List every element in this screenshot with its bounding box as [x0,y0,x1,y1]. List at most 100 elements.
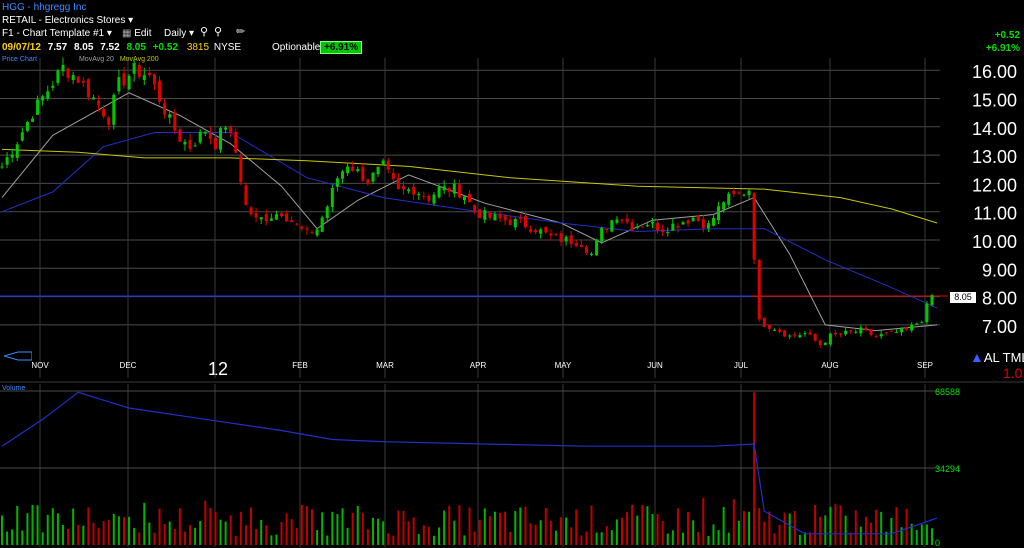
candle-body [523,216,527,228]
volume-bar [239,511,242,545]
candle-body [20,132,24,141]
candle-body [178,129,182,142]
legend-ma20: MovAvg 20 [78,56,114,63]
candle-body [605,228,609,230]
volume-bar [707,535,710,545]
volume-bar [885,531,888,545]
candle-body [666,231,670,233]
quote-high: 8.05 [73,42,94,53]
y-tick-label: 14.00 [972,119,1017,139]
chart-template-select[interactable]: F1 - Chart Template #1 ▾ [2,28,112,39]
candle-body [727,193,731,205]
candle-body [534,229,538,233]
interval-select[interactable]: Daily ▾ [164,28,194,39]
volume-ma-line [1,391,938,535]
volume-bar [859,526,862,545]
candle-body [518,217,522,219]
candle-body [559,233,563,242]
volume-tick-label: 0 [935,538,940,548]
volume-bar [209,508,212,545]
candle-body [229,127,233,133]
candle-body [41,96,45,101]
volume-bar [331,511,334,545]
candle-body [280,213,284,217]
candle-body [625,218,629,223]
candle-body [457,184,461,198]
candle-body [51,85,55,88]
volume-bar [778,524,781,545]
candle-body [81,80,85,83]
candle-body [544,226,548,233]
volume-bar [600,532,603,545]
volume-bar [631,504,634,545]
candle-body [839,333,843,335]
volume-bar [402,510,405,545]
volume-bar [183,531,186,545]
draw-pencil-icon[interactable]: ✏ [236,26,246,38]
volume-bar [178,508,181,545]
volume-bar [676,508,679,545]
candle-body [132,62,136,74]
candle-body [452,183,456,194]
volume-bar [915,529,918,545]
volume-bar [107,519,110,545]
candle-body [849,330,853,332]
volume-bar [453,520,456,545]
candle-body [264,214,268,222]
volume-bar [697,531,700,545]
candle-body [676,226,680,228]
grid-layer [0,58,1024,547]
volume-bar [554,530,557,545]
volume-bar [829,506,832,545]
edit-label: Edit [134,28,152,39]
candle-body [889,330,893,332]
candle-body [330,187,334,207]
candle-body [295,223,299,225]
candle-body [285,213,289,222]
volume-bar [366,529,369,545]
candle-body [640,226,644,228]
candle-body [102,109,106,117]
edit-button[interactable]: ▦ Edit [122,28,151,39]
volume-bar [864,516,867,545]
volume-bar [92,522,95,545]
candle-body [600,228,604,242]
candle-body [361,167,365,181]
volume-bar [854,510,857,545]
volume-bar [468,507,471,545]
candle-body [142,75,146,81]
volume-bar [392,535,395,545]
volume-bar [641,505,644,545]
symbol-title[interactable]: HGG - hhgregg Inc [2,2,87,13]
volume-bar [768,511,771,545]
candle-body [401,185,405,190]
volume-bar [341,508,344,545]
candle-body [198,131,202,143]
zoom-in-icon[interactable]: ⚲ [200,26,209,38]
volume-bar [748,511,751,545]
volume-bar [432,535,435,545]
candle-body [488,212,492,218]
chevron-down-icon[interactable]: ▾ [128,15,134,26]
candle-body [290,220,294,223]
candle-body [610,220,614,232]
candle-body [554,234,558,236]
volume-bar [539,520,542,545]
candle-body [681,222,685,225]
candle-body [920,322,924,324]
sector-line[interactable]: RETAIL - Electronics Stores ▾ [2,15,133,26]
volume-tick-label: 68588 [935,387,960,397]
year-label: 12 [208,359,229,379]
candle-body [590,253,594,255]
volume-bar [356,505,359,545]
volume-bar [138,532,141,545]
zoom-out-icon[interactable]: ⚲ [214,26,223,38]
volume-bar [153,532,156,545]
candle-body [351,166,355,172]
candle-body [574,243,578,247]
candle-body [366,179,370,184]
candle-body [900,328,904,333]
volume-bar [26,513,29,545]
candle-body [737,192,741,194]
